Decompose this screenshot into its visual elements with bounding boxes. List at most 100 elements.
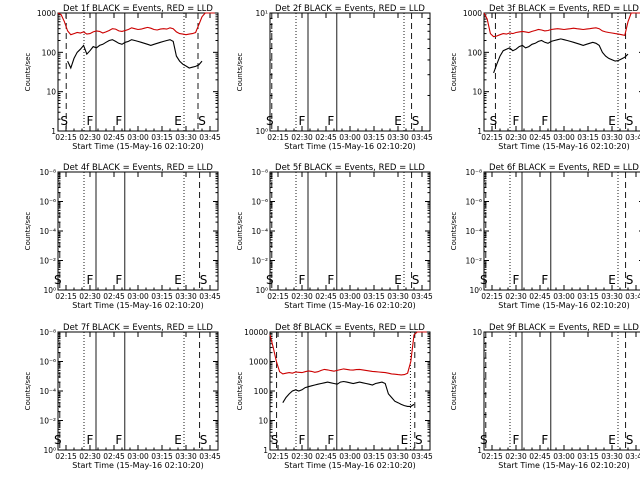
y-tick-label: 10	[46, 88, 56, 97]
x-tick-label: 03:00	[553, 292, 575, 301]
panel-det-8: Det 8f BLACK = Events, RED = LLD Counts/s…	[236, 323, 433, 470]
y-axis-label: Counts/sec	[24, 53, 32, 92]
x-tick-label: 02:30	[291, 133, 313, 142]
y-tick-label: 10⁻⁸	[251, 168, 268, 177]
y-axis-label: Counts/sec	[236, 53, 244, 92]
x-axis-label: Start Time (15-May-16 02:10:20)	[498, 461, 629, 470]
marker-label-e: E	[401, 433, 409, 447]
x-tick-label: 02:15	[267, 292, 289, 301]
y-tick-label: 10⁻²	[251, 257, 268, 266]
y-tick-label: 10⁻⁴	[465, 227, 482, 236]
marker-label-e: E	[174, 433, 182, 447]
x-tick-label: 03:45	[625, 292, 640, 301]
marker-label-f: F	[541, 273, 548, 287]
x-tick-label: 03:45	[625, 452, 640, 461]
marker-label-s: S	[198, 114, 206, 128]
x-axis-label: Start Time (15-May-16 02:10:20)	[498, 142, 629, 151]
x-tick-label: 03:15	[151, 292, 173, 301]
y-axis-label: Counts/sec	[24, 212, 32, 251]
marker-label-s: S	[54, 273, 62, 287]
y-tick-label: 10⁻⁶	[251, 198, 268, 207]
y-tick-label: 1000	[37, 9, 56, 18]
x-tick-label: 02:30	[79, 292, 101, 301]
x-tick-label: 03:00	[553, 452, 575, 461]
x-tick-label: 02:30	[291, 452, 313, 461]
x-tick-label: 02:45	[103, 133, 125, 142]
plot-frame	[483, 171, 640, 291]
x-tick-label: 03:30	[175, 133, 197, 142]
marker-label-s: S	[490, 114, 498, 128]
panel-title: Det 6f BLACK = Events, RED = LLD	[489, 163, 639, 173]
marker-label-f: F	[327, 273, 334, 287]
series-line-lld	[57, 12, 215, 36]
marker-label-s: S	[412, 273, 420, 287]
plot-frame	[269, 12, 431, 132]
x-tick-label: 03:30	[387, 292, 409, 301]
x-tick-label: 03:30	[601, 452, 623, 461]
y-tick-label: 10⁻²	[39, 417, 56, 426]
x-axis-label: Start Time (15-May-16 02:10:20)	[498, 301, 629, 310]
x-tick-label: 03:00	[339, 452, 361, 461]
y-tick-label: 100	[254, 387, 269, 396]
panel-det-2: Det 2f BLACK = Events, RED = LLD Counts/s…	[236, 4, 433, 151]
marker-label-f: F	[541, 114, 548, 128]
x-tick-label: 02:30	[291, 292, 313, 301]
marker-label-f: F	[115, 273, 122, 287]
y-axis-label: Counts/sec	[24, 372, 32, 411]
x-tick-label: 03:15	[577, 133, 599, 142]
marker-label-f: F	[299, 273, 306, 287]
x-tick-label: 03:30	[601, 292, 623, 301]
x-tick-label: 02:45	[315, 133, 337, 142]
marker-label-s: S	[480, 273, 488, 287]
series-line-events	[493, 38, 629, 74]
y-tick-label: 10⁰	[255, 127, 268, 136]
plot-frame	[483, 12, 640, 132]
marker-label-s: S	[200, 273, 208, 287]
y-tick-label: 10¹	[255, 9, 268, 18]
marker-label-f: F	[87, 273, 94, 287]
marker-label-s: S	[626, 433, 634, 447]
x-tick-label: 02:45	[529, 133, 551, 142]
x-tick-label: 03:00	[553, 133, 575, 142]
series-line-events	[282, 380, 415, 407]
x-axis-label: Start Time (15-May-16 02:10:20)	[284, 301, 415, 310]
marker-label-f: F	[513, 433, 520, 447]
x-tick-label: 03:15	[151, 452, 173, 461]
marker-label-f: F	[87, 114, 94, 128]
marker-label-f: F	[327, 433, 334, 447]
y-tick-label: 10⁻⁴	[39, 387, 56, 396]
x-tick-label: 03:15	[363, 452, 385, 461]
x-tick-label: 02:15	[267, 452, 289, 461]
panel-title: Det 2f BLACK = Events, RED = LLD	[275, 4, 425, 14]
y-tick-label: 10⁻⁸	[39, 168, 56, 177]
y-tick-label: 1	[263, 446, 268, 455]
marker-label-f: F	[115, 433, 122, 447]
x-tick-label: 02:15	[55, 452, 77, 461]
marker-label-e: E	[394, 273, 402, 287]
x-tick-label: 02:45	[103, 292, 125, 301]
x-tick-label: 03:00	[127, 292, 149, 301]
marker-label-s: S	[626, 114, 634, 128]
x-tick-label: 02:15	[55, 133, 77, 142]
y-tick-label: 10000	[244, 328, 268, 337]
x-axis-label: Start Time (15-May-16 02:10:20)	[284, 461, 415, 470]
x-tick-label: 03:15	[363, 133, 385, 142]
marker-label-e: E	[174, 273, 182, 287]
x-tick-label: 02:15	[55, 292, 77, 301]
panel-det-5: Det 5f BLACK = Events, RED = LLD Counts/s…	[236, 163, 433, 310]
y-tick-label: 10⁰	[43, 446, 56, 455]
y-axis-label: Counts/sec	[450, 372, 458, 411]
panel-det-4: Det 4f BLACK = Events, RED = LLD Counts/s…	[24, 163, 221, 310]
y-tick-label: 100	[42, 48, 57, 57]
x-tick-label: 02:30	[505, 133, 527, 142]
y-tick-label: 10⁻⁶	[39, 198, 56, 207]
marker-label-s: S	[412, 114, 420, 128]
y-tick-label: 1	[51, 127, 56, 136]
y-tick-label: 10⁻²	[465, 257, 482, 266]
y-tick-label: 10	[258, 417, 268, 426]
x-tick-label: 02:30	[79, 452, 101, 461]
y-tick-label: 10⁻⁸	[39, 328, 56, 337]
y-tick-label: 1	[477, 446, 482, 455]
x-tick-label: 03:15	[577, 292, 599, 301]
